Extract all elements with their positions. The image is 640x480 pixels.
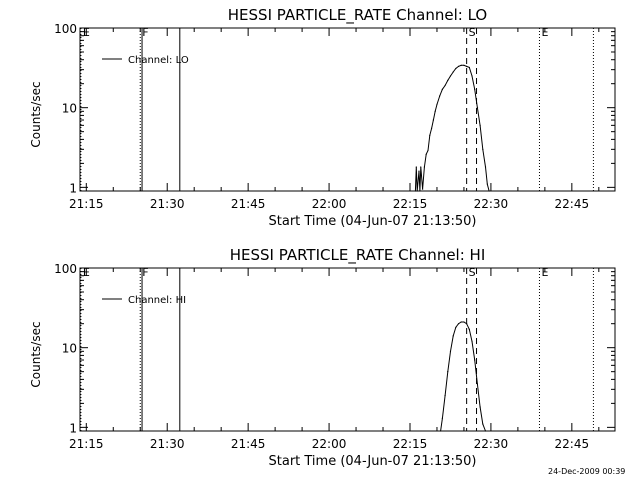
data-point [486,183,488,185]
data-point [419,190,421,192]
data-point [416,190,418,192]
chart-panel-lo: HESSI PARTICLE_RATE Channel: LOEFSE21:15… [29,6,616,229]
data-point [429,134,431,136]
data-point [463,64,465,66]
y-tick-label: 10 [62,102,77,116]
data-point [423,166,425,168]
data-point [441,88,443,90]
data-point [441,417,443,419]
data-point [414,190,416,192]
event-marker-label: S [469,266,476,279]
data-point [466,323,468,325]
data-point [418,170,420,172]
data-point [452,71,454,73]
y-tick-label: 1 [69,421,77,435]
data-point [447,79,449,81]
plot-frame [79,27,616,192]
x-tick-label: 22:15 [393,197,428,211]
generation-timestamp: 24-Dec-2009 00:39 [548,467,626,476]
data-point [488,190,490,192]
data-point [457,65,460,67]
x-axis-label: Start Time (04-Jun-07 21:13:50) [269,214,477,229]
x-tick-label: 22:00 [312,197,347,211]
x-tick-label: 21:45 [231,197,266,211]
data-point [455,67,457,70]
data-point [474,88,476,90]
data-point [436,103,438,105]
x-tick-label: 21:45 [231,437,266,451]
chart-title: HESSI PARTICLE_RATE Channel: LO [228,6,487,25]
x-tick-label: 22:30 [474,197,509,211]
data-point [425,153,427,155]
chart-panel-hi: HESSI PARTICLE_RATE Channel: HIEFSE21:15… [29,246,616,469]
data-point [447,371,449,373]
data-point [457,323,460,325]
x-tick-label: 21:15 [69,197,104,211]
data-point [455,326,457,328]
data-point [439,95,441,97]
y-axis-label: Counts/sec [29,81,43,147]
x-tick-label: 22:30 [474,437,509,451]
data-point [430,127,433,129]
data-point [484,430,487,432]
data-point [476,107,479,109]
legend-entry: Channel: HI [128,295,186,306]
legend-entry: Channel: LO [128,55,189,66]
data-point [474,359,476,361]
data-point [415,166,417,168]
data-point [460,321,462,323]
data-point [420,166,422,168]
data-point [449,350,452,352]
data-point [463,321,465,323]
plot-frame [79,267,616,432]
data-point [427,149,429,152]
data-point [434,110,436,112]
data-point [479,124,481,126]
x-tick-label: 22:45 [555,437,590,451]
chart-title: HESSI PARTICLE_RATE Channel: HI [230,246,486,265]
data-point [432,119,434,121]
y-axis-label: Counts/sec [29,321,43,387]
y-tick-label: 10 [62,342,77,356]
data-point [468,328,470,330]
data-point [482,148,484,150]
data-point [452,335,454,337]
data-point [421,188,424,190]
series-line-lo [414,64,490,192]
data-point [482,423,484,425]
event-marker-label: S [469,26,476,39]
data-point [484,166,487,168]
event-marker-label: E [541,266,548,279]
x-tick-label: 22:45 [555,197,590,211]
event-marker-label: F [142,26,148,39]
event-marker-label: F [142,266,148,279]
data-point [444,395,446,397]
x-tick-label: 21:15 [69,437,104,451]
data-point [460,64,462,66]
x-tick-label: 21:30 [150,197,185,211]
data-point [471,75,473,77]
data-point [468,66,470,69]
data-point [439,430,442,432]
data-point [466,65,468,67]
data-point [444,84,446,87]
x-tick-label: 22:00 [312,437,347,451]
data-point [476,383,479,385]
data-point [449,75,452,77]
x-tick-label: 22:15 [393,437,428,451]
x-tick-label: 21:30 [150,437,185,451]
event-marker-label: E [541,26,548,39]
x-axis-label: Start Time (04-Jun-07 21:13:50) [269,454,477,469]
y-tick-label: 1 [69,181,77,195]
data-point [479,406,481,408]
y-tick-label: 100 [54,262,77,276]
data-point [471,340,473,342]
y-tick-label: 100 [54,22,77,36]
series-line-hi [440,321,486,432]
